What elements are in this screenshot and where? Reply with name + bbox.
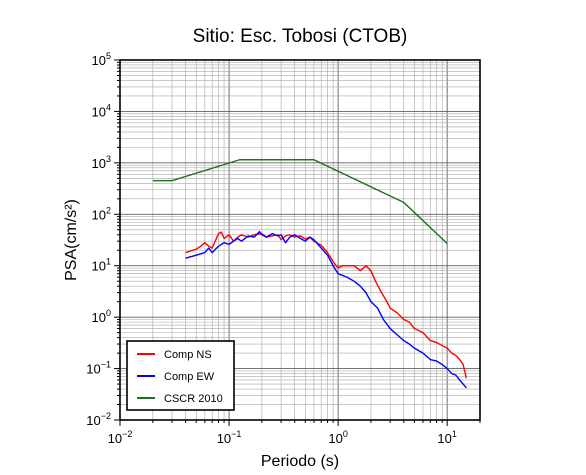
y-tick-label: 104 (92, 102, 111, 119)
plot-frame (119, 59, 481, 421)
legend-label-comp-ns: Comp NS (164, 349, 212, 361)
x-axis-label: Periodo (s) (261, 453, 339, 470)
y-axis-label: PSA(cm/s²) (63, 199, 80, 281)
legend-label-cscr-2010: CSCR 2010 (164, 393, 223, 405)
y-tick-label: 102 (92, 205, 111, 222)
y-tick-label: 101 (92, 257, 111, 274)
series-line-cscr-2010 (152, 159, 448, 245)
series-line-comp-ew (185, 230, 467, 389)
x-tick-label: 10−1 (217, 429, 242, 446)
grid (119, 59, 481, 421)
y-tick-label: 10−1 (86, 360, 111, 377)
y-tick-label: 100 (92, 308, 111, 325)
y-tick-label: 103 (92, 154, 111, 171)
legend-items: Comp NS Comp EW CSCR 2010 (137, 349, 223, 405)
x-tick-label: 10−2 (108, 429, 133, 446)
chart-title: Sitio: Esc. Tobosi (CTOB) (193, 26, 408, 47)
series-lines (152, 159, 468, 389)
legend: Comp NS Comp EW CSCR 2010 (126, 340, 235, 411)
y-tick-label: 10−2 (86, 411, 111, 428)
series-line-comp-ns (185, 231, 468, 379)
tick-labels: 10−2 10−1 100 101 10−2 10−1 100 101 102 103 104 105 (86, 51, 457, 446)
legend-label-comp-ew: Comp EW (164, 371, 215, 383)
x-tick-label: 100 (328, 429, 347, 446)
y-tick-label: 105 (92, 51, 111, 68)
x-tick-label: 101 (437, 429, 456, 446)
